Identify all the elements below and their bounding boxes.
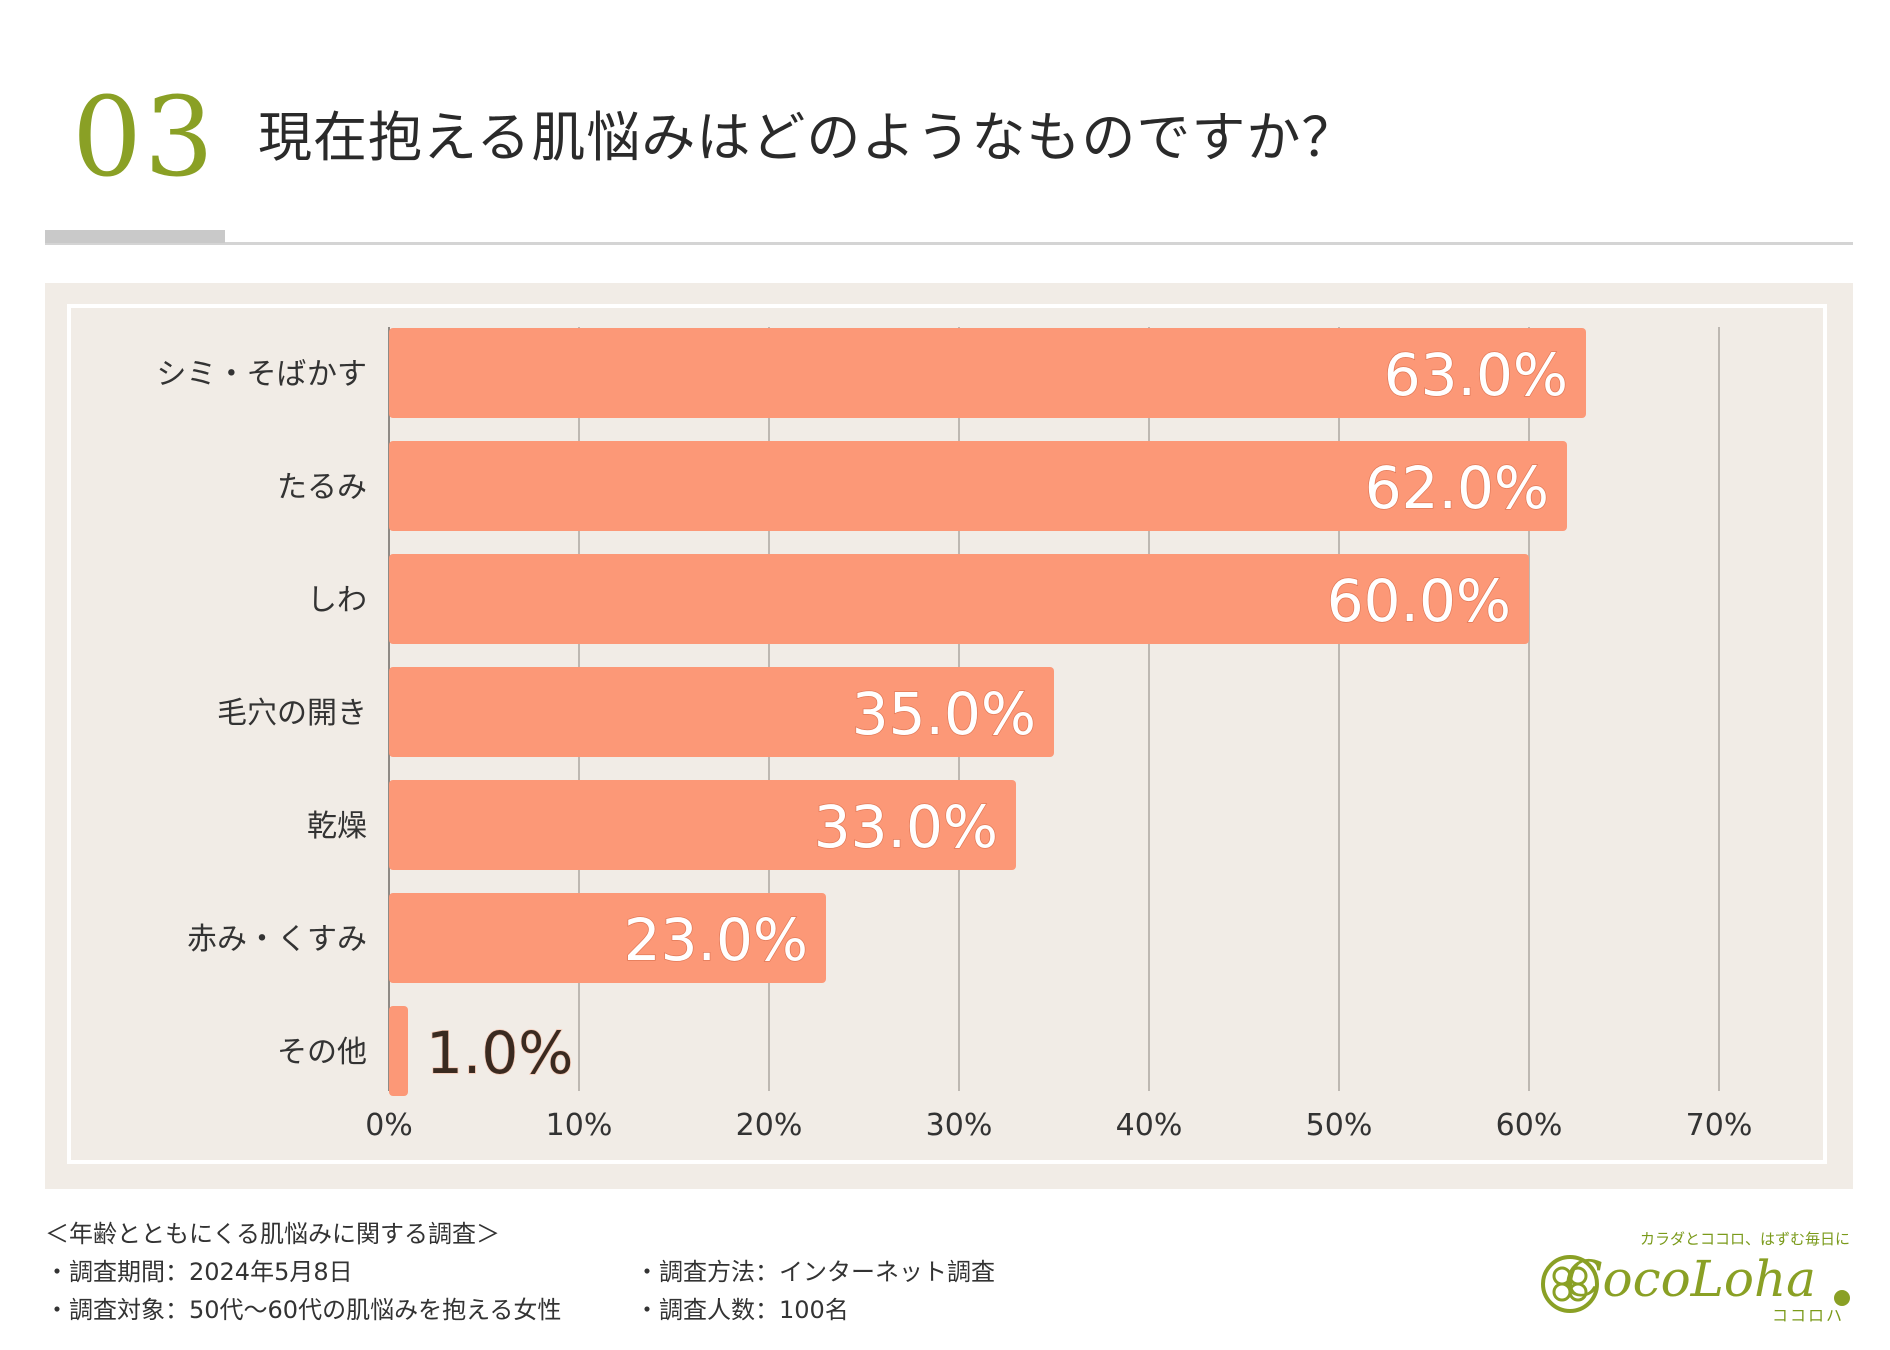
chart-panel: 0% 10% 20% 30% 40% 50% 60% 70% シミ・そばかす 63.0% たるみ 62…: [45, 283, 1853, 1189]
category-label: 赤み・くすみ: [187, 922, 367, 957]
logo-brand: CocoLoha: [1564, 1250, 1816, 1308]
logo-dot: [1834, 1290, 1850, 1306]
category-label: しわ: [307, 583, 367, 618]
bar-value-label: 33.0%: [814, 793, 998, 861]
category-label: 毛穴の開き: [217, 696, 367, 731]
bar-value-label: 23.0%: [624, 906, 808, 974]
bar-value-label: 60.0%: [1327, 567, 1511, 635]
x-tick-label: 0%: [365, 1108, 413, 1143]
survey-info: ＜年齢とともにくる肌悩みに関する調査＞ ・調査期間：2024年5月8日 ・調査対…: [45, 1215, 995, 1329]
bar-value-label: 35.0%: [852, 680, 1036, 748]
bar: [389, 780, 1016, 870]
survey-method: ・調査方法：インターネット調査: [635, 1258, 995, 1286]
survey-count: ・調査人数：100名: [635, 1296, 849, 1324]
bar: [389, 667, 1054, 757]
logo-tagline: カラダとココロ、はずむ毎日に: [1639, 1230, 1850, 1248]
category-label: たるみ: [277, 470, 367, 505]
logo-kana: ココロハ: [1771, 1306, 1844, 1325]
x-tick-label: 20%: [736, 1108, 803, 1143]
x-tick-label: 70%: [1686, 1108, 1753, 1143]
category-label: シミ・そばかす: [156, 357, 367, 392]
bar-chart: 0% 10% 20% 30% 40% 50% 60% 70% シミ・そばかす 63.0% たるみ 62…: [156, 327, 1753, 1143]
survey-period: ・調査期間：2024年5月8日: [45, 1258, 353, 1286]
bar: [389, 441, 1567, 531]
cocoloha-logo: カラダとココロ、はずむ毎日に CocoLoha ココロハ: [1540, 1228, 1850, 1328]
bar-value-label: 62.0%: [1365, 454, 1549, 522]
category-label: その他: [277, 1035, 367, 1070]
category-label: 乾燥: [307, 809, 367, 844]
x-tick-label: 60%: [1496, 1108, 1563, 1143]
question-number: 03: [72, 73, 216, 201]
title-divider: [45, 242, 1853, 245]
question-title: 現在抱える肌悩みはどのようなものですか？: [258, 106, 1357, 169]
survey-title: ＜年齢とともにくる肌悩みに関する調査＞: [45, 1220, 501, 1248]
clover-icon: [1541, 1255, 1599, 1313]
bar: [389, 554, 1529, 644]
bar: [389, 1006, 408, 1096]
x-tick-label: 30%: [926, 1108, 993, 1143]
x-tick-label: 50%: [1306, 1108, 1373, 1143]
survey-method-col: ・調査方法：インターネット調査 ・調査人数：100名: [635, 1253, 995, 1329]
bar: [389, 893, 826, 983]
survey-target: ・調査対象：50代〜60代の肌悩みを抱える女性: [45, 1296, 562, 1324]
title-divider-accent: [45, 230, 225, 243]
bar-value-label: 63.0%: [1384, 341, 1568, 409]
bar-value-label: 1.0%: [426, 1019, 573, 1087]
x-tick-label: 10%: [546, 1108, 613, 1143]
chart-frame: [67, 304, 1827, 1164]
x-tick-label: 40%: [1116, 1108, 1183, 1143]
bar: [389, 328, 1586, 418]
